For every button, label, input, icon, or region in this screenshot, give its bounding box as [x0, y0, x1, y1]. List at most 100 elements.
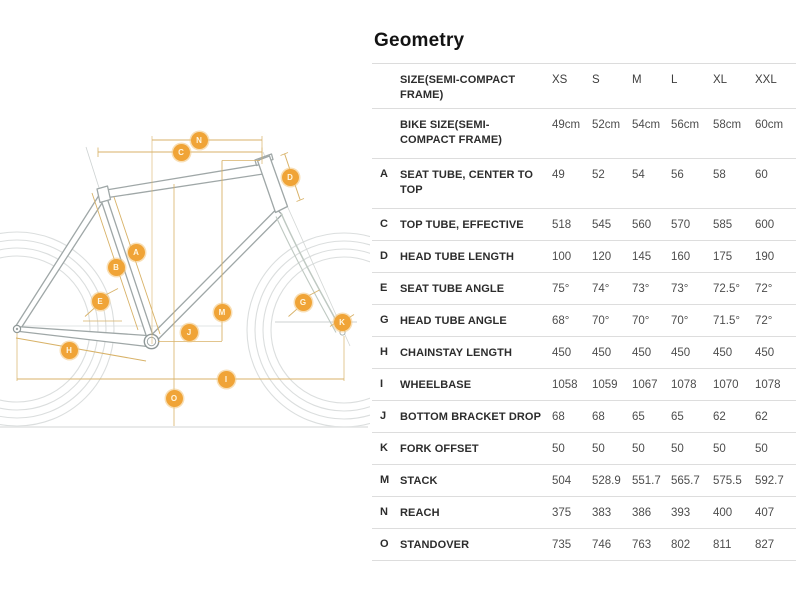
header-size-cell: XL [713, 74, 728, 86]
header-size-cell: XS [552, 74, 568, 86]
dimension-marker-O: O [165, 389, 183, 407]
cell-value: 65 [671, 411, 684, 423]
cell-value: 600 [755, 219, 775, 231]
rear-dropout [12, 324, 22, 334]
cell-value: 74° [592, 283, 610, 295]
cell-value: 1058 [552, 379, 578, 391]
row-label: HEAD TUBE LENGTH [400, 251, 515, 263]
cell-value: 393 [671, 507, 691, 519]
dimension-marker-K: K [333, 313, 351, 331]
cell-value: 560 [632, 219, 652, 231]
dimension-marker-D: D [281, 168, 299, 186]
cell-value: 54 [632, 169, 645, 181]
row-letter: H [380, 346, 388, 358]
table-row: E SEAT TUBE ANGLE 75° 74° 73° 73° 72.5° 72° [372, 273, 796, 305]
cell-value: 71.5° [713, 315, 740, 327]
cell-value: 1067 [632, 379, 658, 391]
cell-value: 52 [592, 169, 605, 181]
row-label: STANDOVER [400, 539, 470, 551]
cell-value: 70° [632, 315, 650, 327]
header-size-cell: L [671, 74, 678, 86]
dimension-marker-C: C [172, 143, 190, 161]
row-label: SEAT TUBE ANGLE [400, 283, 505, 295]
row-label: BIKE SIZE(SEMI-COMPACT FRAME) [400, 119, 503, 146]
table-body: BIKE SIZE(SEMI-COMPACT FRAME) 49cm 52cm 54c… [372, 109, 796, 561]
cell-value: 62 [713, 411, 726, 423]
cell-value: 68° [552, 315, 570, 327]
cell-value: 50 [632, 443, 645, 455]
cell-value: 450 [713, 347, 733, 359]
cell-value: 60cm [755, 119, 784, 131]
cell-value: 827 [755, 539, 775, 551]
cell-value: 72.5° [713, 283, 740, 295]
cell-value: 592.7 [755, 475, 784, 487]
row-letter: M [380, 474, 390, 486]
cell-value: 49 [552, 169, 565, 181]
row-letter: O [380, 538, 389, 550]
row-letter: C [380, 218, 388, 230]
cell-value: 1059 [592, 379, 618, 391]
bottom-bracket [143, 333, 160, 350]
cell-value: 54cm [632, 119, 661, 131]
cell-value: 56 [671, 169, 684, 181]
cell-value: 100 [552, 251, 572, 263]
cell-value: 58 [713, 169, 726, 181]
cell-value: 68 [592, 411, 605, 423]
row-label: REACH [400, 507, 440, 519]
cell-value: 1078 [671, 379, 697, 391]
geometry-table: SIZE(SEMI-COMPACT FRAME) XS S M L XL XXL BIKE… [372, 63, 796, 561]
cell-value: 400 [713, 507, 733, 519]
cell-value: 1078 [755, 379, 781, 391]
row-label: TOP TUBE, EFFECTIVE [400, 219, 524, 231]
cell-value: 386 [632, 507, 652, 519]
cell-value: 52cm [592, 119, 621, 131]
table-row: D HEAD TUBE LENGTH 100 120 145 160 175 190 [372, 241, 796, 273]
cell-value: 160 [671, 251, 691, 263]
cell-value: 763 [632, 539, 652, 551]
dimension-marker-J: J [180, 323, 198, 341]
row-label: SEAT TUBE, CENTER TO TOP [400, 169, 533, 196]
cell-value: 565.7 [671, 475, 700, 487]
cell-value: 375 [552, 507, 572, 519]
row-letter: A [380, 168, 388, 180]
table-row: N REACH 375 383 386 393 400 407 [372, 497, 796, 529]
row-letter: I [380, 378, 384, 390]
table-row: M STACK 504 528.9 551.7 565.7 575.5 592.7 [372, 465, 796, 497]
row-label: FORK OFFSET [400, 443, 479, 455]
cell-value: 383 [592, 507, 612, 519]
cell-value: 72° [755, 315, 773, 327]
cell-value: 62 [755, 411, 768, 423]
row-letter: K [380, 442, 388, 454]
header-size-cell: M [632, 74, 642, 86]
cell-value: 50 [592, 443, 605, 455]
cell-value: 450 [592, 347, 612, 359]
cell-value: 570 [671, 219, 691, 231]
table-row: H CHAINSTAY LENGTH 450 450 450 450 450 450 [372, 337, 796, 369]
cell-value: 60 [755, 169, 768, 181]
cell-value: 175 [713, 251, 733, 263]
table-row: A SEAT TUBE, CENTER TO TOP 49 52 54 56 58 60 [372, 159, 796, 209]
cell-value: 50 [713, 443, 726, 455]
table-row: O STANDOVER 735 746 763 802 811 827 [372, 529, 796, 561]
cell-value: 407 [755, 507, 775, 519]
cell-value: 450 [552, 347, 572, 359]
cell-value: 735 [552, 539, 572, 551]
row-label: HEAD TUBE ANGLE [400, 315, 507, 327]
dimension-marker-I: I [217, 370, 235, 388]
dimension-marker-N: N [190, 131, 208, 149]
cell-value: 73° [632, 283, 650, 295]
wheel-arcs [0, 231, 370, 428]
cell-value: 70° [671, 315, 689, 327]
row-letter: E [380, 282, 388, 294]
cell-value: 50 [552, 443, 565, 455]
cell-value: 528.9 [592, 475, 621, 487]
cell-value: 145 [632, 251, 652, 263]
dimension-marker-B: B [107, 258, 125, 276]
bike-frame-drawing [0, 136, 370, 428]
cell-value: 70° [592, 315, 610, 327]
cell-value: 551.7 [632, 475, 661, 487]
cell-value: 802 [671, 539, 691, 551]
cell-value: 746 [592, 539, 612, 551]
row-label: BOTTOM BRACKET DROP [400, 411, 542, 423]
